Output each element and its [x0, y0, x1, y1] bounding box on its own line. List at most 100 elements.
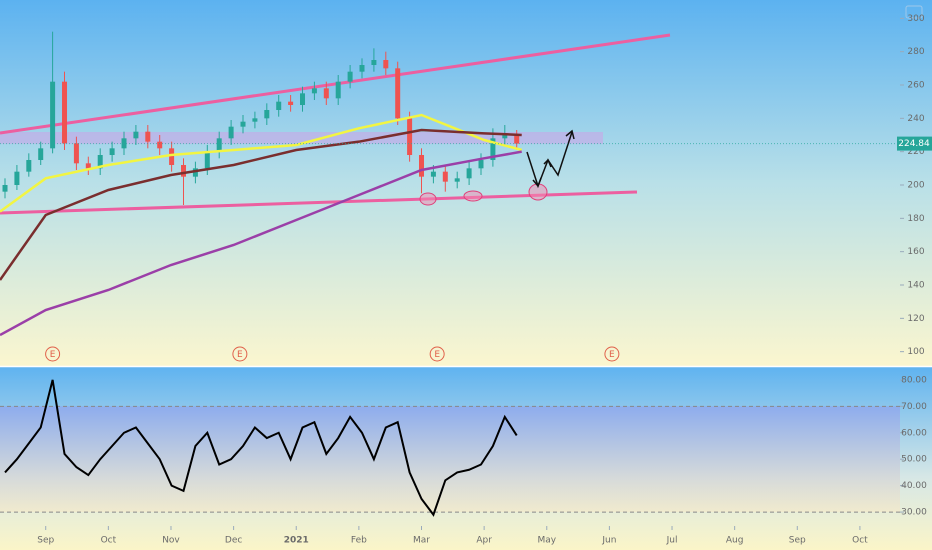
earnings-label: E: [609, 350, 615, 360]
x-tick-label: Mar: [413, 536, 430, 546]
candle-body: [121, 138, 127, 149]
candle-body: [2, 185, 8, 192]
y-tick-label: 40.00: [901, 481, 927, 491]
y-tick-label: 180: [907, 214, 924, 224]
candle-body: [288, 101, 294, 105]
candle-body: [228, 126, 234, 139]
projection-arrowheads: [532, 129, 575, 188]
y-tick-label: 300: [907, 14, 924, 24]
candle-body: [157, 141, 163, 149]
y-tick-label: 100: [907, 347, 924, 357]
candle-body: [26, 160, 32, 172]
candle-body: [204, 151, 210, 169]
candle-body: [371, 60, 377, 65]
rsi-plot: 30.00 40.00 50.00 60.00 70.00 80.00 Sep Oct Nov D…: [0, 375, 927, 546]
support-touch: [463, 190, 483, 202]
y-tick-label: 120: [907, 314, 924, 324]
current-price-label: 224.84: [898, 139, 930, 149]
candle-body: [14, 171, 20, 185]
y-tick-label: 280: [907, 47, 924, 57]
candle-body: [276, 101, 282, 110]
upper-trendline: [0, 33, 671, 135]
earnings-label: E: [434, 350, 440, 360]
candle-body: [300, 93, 306, 105]
y-tick-label: 140: [907, 281, 924, 291]
candle-body: [85, 163, 91, 169]
y-tick-label: 240: [907, 114, 924, 124]
x-tick-label: Apr: [476, 536, 492, 546]
current-price-box: [897, 136, 932, 151]
earnings-marker: [429, 346, 445, 362]
candle-body: [383, 60, 389, 69]
moving-average: [0, 150, 522, 337]
x-tick-label: May: [537, 536, 556, 546]
candle-body: [442, 171, 448, 182]
moving-average: [0, 113, 523, 213]
earnings-marker: [45, 346, 61, 362]
candle-body: [478, 160, 484, 169]
x-tick-label: Feb: [351, 536, 367, 546]
y-tick-label: 160: [907, 247, 924, 257]
candle-body: [62, 81, 68, 144]
y-tick-label: 220: [907, 147, 924, 157]
candle-body: [335, 81, 341, 99]
candle-body: [216, 138, 222, 152]
candle-body: [359, 65, 365, 72]
moving-average: [0, 128, 522, 281]
candle-body: [109, 148, 115, 155]
candle-body: [419, 155, 425, 177]
earnings-label: E: [50, 350, 56, 360]
candle-body: [169, 148, 175, 165]
drawings: [0, 5, 923, 215]
settings-icon[interactable]: [905, 5, 923, 19]
price-pane: [0, 0, 932, 366]
candle-body: [145, 131, 151, 142]
earnings-label: E: [237, 350, 243, 360]
earnings-marker: [232, 346, 248, 362]
candle-body: [50, 81, 56, 149]
candle-body: [395, 68, 401, 119]
x-tick-label: Jun: [601, 536, 616, 546]
y-tick-label: 50.00: [901, 455, 927, 465]
x-tick-label: 2021: [284, 536, 309, 546]
candle-body: [38, 148, 44, 160]
x-tick-label: Oct: [852, 536, 868, 546]
candle-body: [252, 118, 258, 122]
rsi-band: [0, 406, 900, 513]
y-tick-label: 30.00: [901, 508, 927, 518]
candle-body: [73, 143, 79, 164]
candle-body: [181, 165, 187, 177]
support-touch: [419, 192, 437, 206]
candle-body: [97, 155, 103, 169]
candle-body: [430, 171, 436, 177]
x-tick-label: Jul: [666, 536, 678, 546]
candle-body: [454, 178, 460, 182]
x-tick-label: Nov: [162, 536, 180, 546]
candle-body: [514, 135, 520, 144]
price-plot: 100 120 140 160 180 200 220 240 260 280 300 E E E E 224…: [0, 14, 932, 362]
candle-body: [133, 131, 139, 139]
x-tick-label: Sep: [789, 536, 806, 546]
candle-body: [466, 168, 472, 179]
candle-body: [240, 121, 246, 127]
y-tick-label: 80.00: [901, 375, 927, 385]
candle-body: [264, 110, 270, 119]
candle-body: [323, 88, 329, 99]
resistance-zone: [0, 132, 603, 144]
y-tick-label: 60.00: [901, 428, 927, 438]
x-tick-label: Sep: [37, 536, 54, 546]
candle-body: [347, 71, 353, 82]
candle-body: [192, 168, 198, 177]
candle-body: [407, 118, 413, 155]
candle-body: [490, 138, 496, 160]
y-tick-label: 260: [907, 81, 924, 91]
rsi-line: [4, 379, 518, 517]
x-tick-label: Oct: [101, 536, 117, 546]
earnings-marker: [604, 346, 620, 362]
x-tick-label: Dec: [225, 536, 242, 546]
y-tick-label: 70.00: [901, 402, 927, 412]
candle-body: [311, 88, 317, 94]
y-tick-label: 200: [907, 181, 924, 191]
x-tick-label: Aug: [726, 536, 744, 546]
